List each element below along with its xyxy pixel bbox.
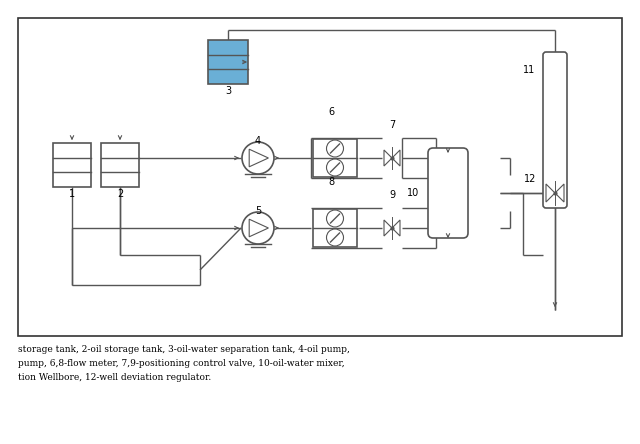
Circle shape <box>326 210 344 227</box>
Text: 4: 4 <box>255 136 261 146</box>
Polygon shape <box>555 184 564 202</box>
Text: 6: 6 <box>328 107 334 117</box>
FancyBboxPatch shape <box>543 52 567 208</box>
Polygon shape <box>249 219 268 237</box>
Polygon shape <box>384 220 392 236</box>
Text: 9: 9 <box>389 190 395 200</box>
Polygon shape <box>546 184 555 202</box>
Circle shape <box>242 142 274 174</box>
Polygon shape <box>249 149 268 167</box>
Bar <box>101 143 139 187</box>
Text: 7: 7 <box>389 120 395 130</box>
Text: tion Wellbore, 12-well deviation regulator.: tion Wellbore, 12-well deviation regulat… <box>18 373 211 382</box>
Text: storage tank, 2-oil storage tank, 3-oil-water separation tank, 4-oil pump,: storage tank, 2-oil storage tank, 3-oil-… <box>18 345 350 354</box>
Text: 2: 2 <box>117 189 123 199</box>
Text: 10: 10 <box>407 188 419 198</box>
Bar <box>208 40 248 84</box>
Text: 5: 5 <box>255 206 261 216</box>
Text: pump, 6,8-flow meter, 7,9-positioning control valve, 10-oil-water mixer,: pump, 6,8-flow meter, 7,9-positioning co… <box>18 359 344 368</box>
Text: 3: 3 <box>225 86 231 96</box>
Circle shape <box>326 159 344 176</box>
Polygon shape <box>384 150 392 166</box>
FancyBboxPatch shape <box>428 148 468 238</box>
Text: 1: 1 <box>69 189 75 199</box>
Polygon shape <box>392 150 400 166</box>
Polygon shape <box>392 220 400 236</box>
Bar <box>18 18 622 336</box>
Text: 8: 8 <box>328 177 334 187</box>
Circle shape <box>326 140 344 157</box>
Bar <box>313 209 357 247</box>
Circle shape <box>242 212 274 244</box>
Circle shape <box>326 229 344 246</box>
Bar <box>53 143 91 187</box>
Bar <box>313 139 357 177</box>
Text: 12: 12 <box>524 174 536 184</box>
Text: 11: 11 <box>523 65 535 75</box>
